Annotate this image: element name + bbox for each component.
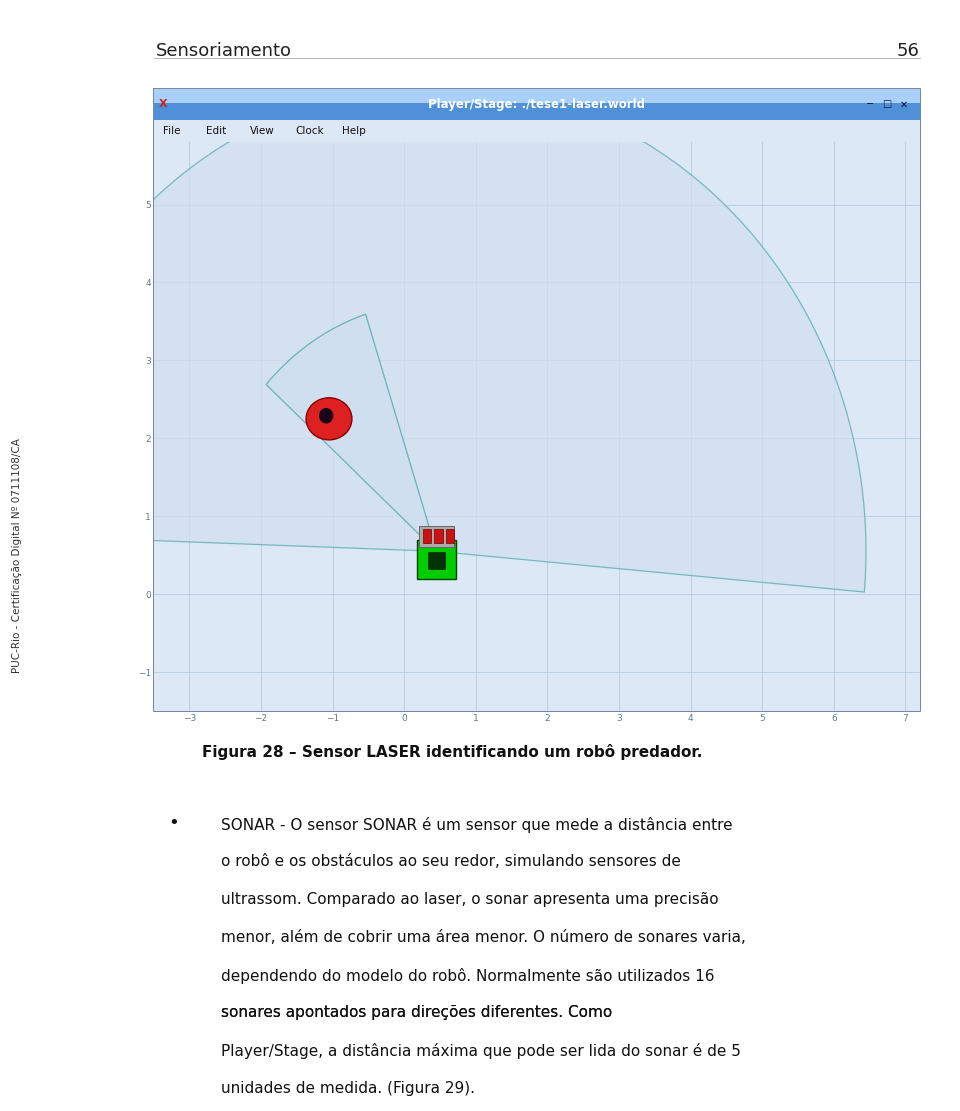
FancyBboxPatch shape xyxy=(154,89,920,103)
Text: sonares apontados para direções diferentes. Como default: sonares apontados para direções diferent… xyxy=(221,1005,670,1021)
Text: •: • xyxy=(168,814,179,832)
FancyBboxPatch shape xyxy=(445,530,454,543)
Text: menor, além de cobrir uma área menor. O número de sonares varia,: menor, além de cobrir uma área menor. O … xyxy=(221,930,746,945)
Circle shape xyxy=(319,408,333,423)
FancyBboxPatch shape xyxy=(154,120,920,142)
Text: Clock: Clock xyxy=(296,126,324,137)
FancyBboxPatch shape xyxy=(154,89,920,711)
FancyBboxPatch shape xyxy=(154,89,920,120)
FancyBboxPatch shape xyxy=(417,540,456,579)
Text: sonares apontados para direções diferentes. Como: sonares apontados para direções diferent… xyxy=(221,1005,617,1021)
Text: o robô e os obstáculos ao seu redor, simulando sensores de: o robô e os obstáculos ao seu redor, sim… xyxy=(221,854,681,870)
Text: □: □ xyxy=(882,99,892,110)
Text: SONAR - O sensor SONAR é um sensor que mede a distância entre: SONAR - O sensor SONAR é um sensor que m… xyxy=(221,817,732,832)
Text: Player/Stage, a distância máxima que pode ser lida do sonar é de 5: Player/Stage, a distância máxima que pod… xyxy=(221,1043,741,1059)
Text: 56: 56 xyxy=(897,42,920,60)
FancyBboxPatch shape xyxy=(428,552,445,569)
Text: Edit: Edit xyxy=(206,126,227,137)
Polygon shape xyxy=(7,83,866,592)
FancyBboxPatch shape xyxy=(420,527,453,547)
Text: dependendo do modelo do robô. Normalmente são utilizados 16: dependendo do modelo do robô. Normalment… xyxy=(221,968,714,983)
FancyBboxPatch shape xyxy=(434,530,443,543)
Text: Help: Help xyxy=(342,126,366,137)
Text: Sensoriamento: Sensoriamento xyxy=(156,42,292,60)
Text: View: View xyxy=(250,126,275,137)
Text: sonares apontados para direções diferentes. Como: sonares apontados para direções diferent… xyxy=(221,1005,617,1021)
Text: unidades de medida. (Figura 29).: unidades de medida. (Figura 29). xyxy=(221,1081,475,1097)
FancyBboxPatch shape xyxy=(422,530,431,543)
Ellipse shape xyxy=(306,398,352,440)
Text: −: − xyxy=(866,99,874,110)
Text: File: File xyxy=(163,126,180,137)
Text: ultrassom. Comparado ao laser, o sonar apresenta uma precisão: ultrassom. Comparado ao laser, o sonar a… xyxy=(221,892,718,908)
Text: X: X xyxy=(159,99,167,110)
Text: ✕: ✕ xyxy=(900,99,908,110)
Text: PUC-Rio - Certificação Digital Nº 0711108/CA: PUC-Rio - Certificação Digital Nº 071110… xyxy=(12,438,22,673)
Polygon shape xyxy=(266,314,437,551)
Text: Player/Stage: ./tese1-laser.world: Player/Stage: ./tese1-laser.world xyxy=(428,98,645,111)
Text: Figura 28 – Sensor LASER identificando um robô predador.: Figura 28 – Sensor LASER identificando u… xyxy=(202,744,702,760)
